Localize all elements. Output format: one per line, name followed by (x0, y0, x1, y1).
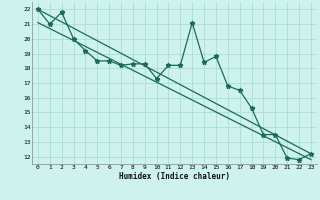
X-axis label: Humidex (Indice chaleur): Humidex (Indice chaleur) (119, 172, 230, 181)
